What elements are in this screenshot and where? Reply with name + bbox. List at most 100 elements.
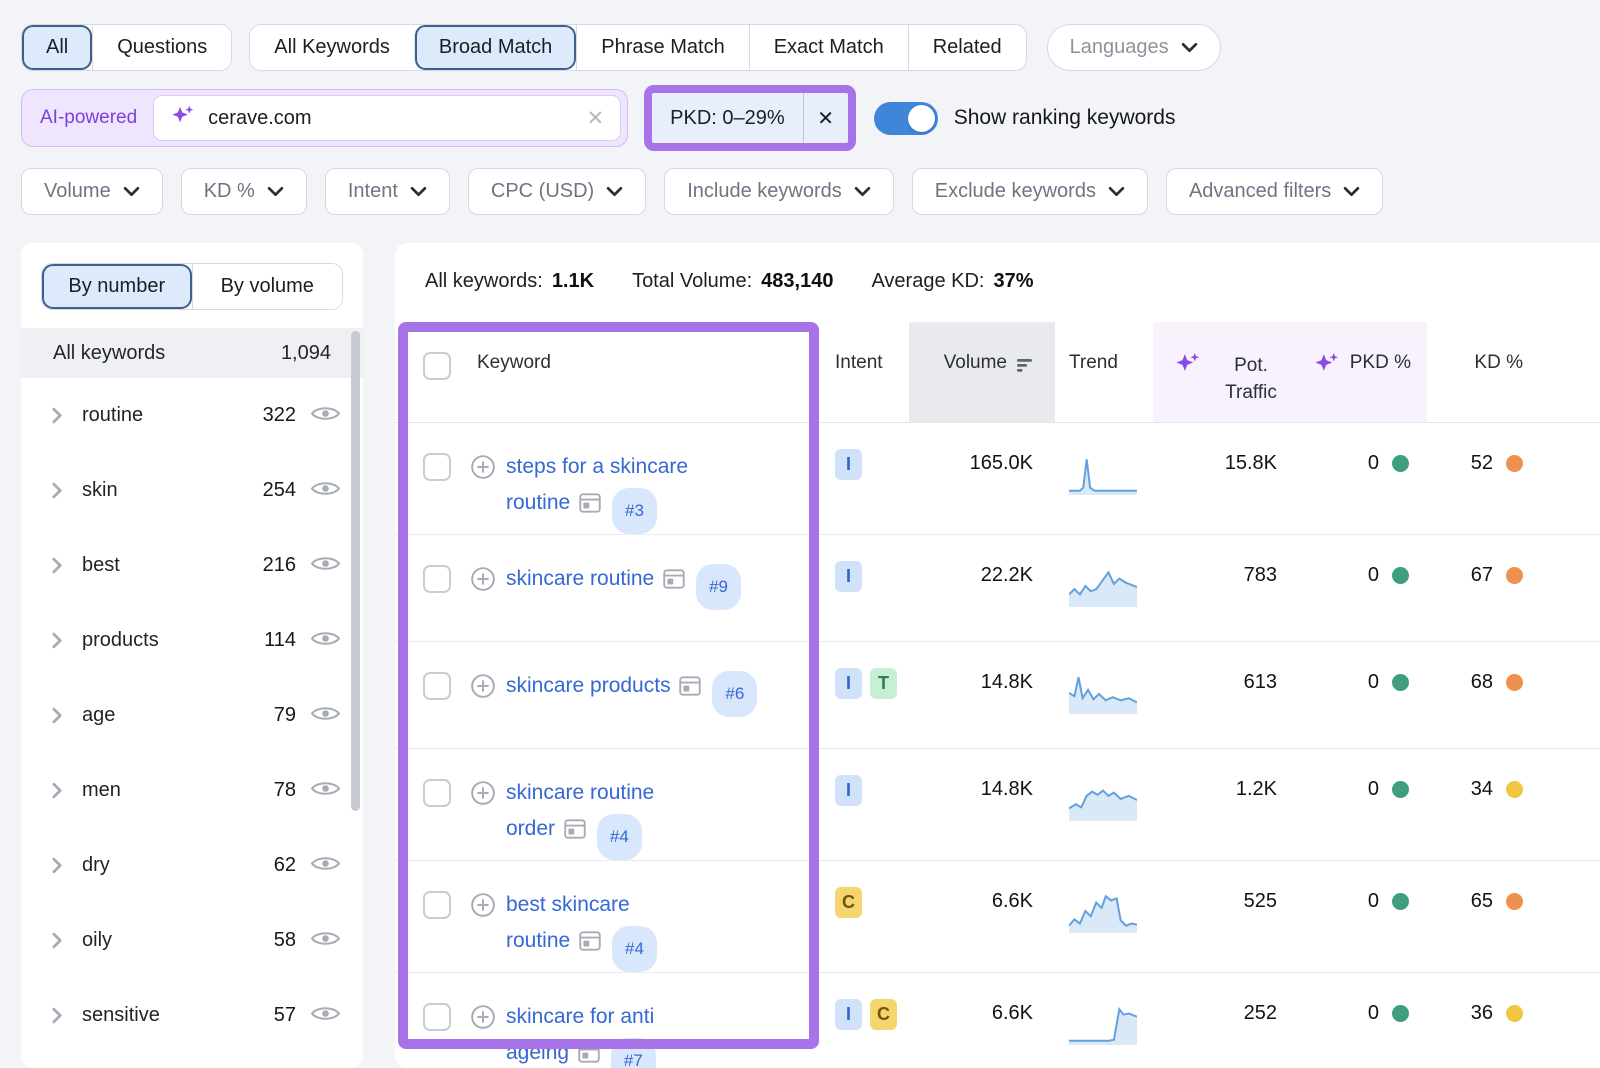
filter-cpc-usd[interactable]: CPC (USD) <box>467 168 647 215</box>
chevron-right-icon[interactable] <box>51 482 64 499</box>
eye-icon[interactable] <box>310 478 341 504</box>
eye-icon[interactable] <box>310 703 341 729</box>
row-checkbox[interactable] <box>423 891 451 919</box>
filter-intent[interactable]: Intent <box>324 168 450 215</box>
tab-phrase-match[interactable]: Phrase Match <box>576 25 749 70</box>
chevron-right-icon[interactable] <box>51 632 64 649</box>
chevron-right-icon[interactable] <box>51 782 64 799</box>
filter-advanced-filters[interactable]: Advanced filters <box>1165 168 1384 215</box>
sidebar-group-routine[interactable]: routine 322 <box>21 378 363 453</box>
group-count: 322 <box>262 404 296 426</box>
eye-icon[interactable] <box>310 628 341 654</box>
sidebar-group-oily[interactable]: oily 58 <box>21 903 363 978</box>
chevron-right-icon[interactable] <box>51 707 64 724</box>
tab-all-keywords[interactable]: All Keywords <box>250 25 414 70</box>
pkd-filter-chip[interactable]: PKD: 0–29% ✕ <box>652 93 848 143</box>
group-count: 254 <box>262 479 296 501</box>
position-badge[interactable]: #4 <box>596 814 642 860</box>
tab-related[interactable]: Related <box>907 25 1026 70</box>
sidebar-tab-by-number[interactable]: By number <box>42 264 192 309</box>
search-input[interactable]: cerave.com ✕ <box>153 95 622 141</box>
show-ranking-toggle[interactable] <box>873 101 938 135</box>
filter-include-keywords[interactable]: Include keywords <box>664 168 894 215</box>
tab-questions[interactable]: Questions <box>92 25 232 70</box>
add-keyword-icon[interactable] <box>470 780 496 860</box>
column-header-pkd[interactable]: PKD % <box>1303 322 1427 422</box>
sidebar-group-skin[interactable]: skin 254 <box>21 453 363 528</box>
row-checkbox[interactable] <box>423 672 451 700</box>
filter-volume[interactable]: Volume <box>21 168 163 215</box>
chevron-right-icon[interactable] <box>51 407 64 424</box>
sidebar-group-best[interactable]: best 216 <box>21 528 363 603</box>
intent-badge-t: T <box>870 668 897 699</box>
keyword-link[interactable]: skincare products #6 <box>506 671 758 717</box>
pot-traffic-cell: 525 <box>1243 890 1277 912</box>
position-badge[interactable]: #6 <box>712 671 758 717</box>
chevron-right-icon[interactable] <box>51 932 64 949</box>
add-keyword-icon[interactable] <box>470 673 496 748</box>
position-badge[interactable]: #7 <box>610 1038 656 1068</box>
keyword-link[interactable]: skincare routine #9 <box>506 564 741 610</box>
tab-exact-match[interactable]: Exact Match <box>748 25 908 70</box>
add-keyword-icon[interactable] <box>470 454 496 534</box>
tab-all[interactable]: All <box>22 25 93 70</box>
filter-exclude-keywords[interactable]: Exclude keywords <box>911 168 1148 215</box>
intent-cell: I <box>823 535 909 641</box>
chevron-right-icon[interactable] <box>51 1007 64 1024</box>
keywords-table-panel: All keywords: 1.1K Total Volume: 483,140 Ave… <box>395 243 1600 1068</box>
keyword-link[interactable]: skincare for anti ageing #7 <box>506 1005 656 1068</box>
intent-badge-i: I <box>835 775 862 806</box>
add-keyword-icon[interactable] <box>470 566 496 641</box>
filter-kd[interactable]: KD % <box>180 168 307 215</box>
sidebar-tab-by-volume[interactable]: By volume <box>191 264 342 309</box>
sidebar-group-men[interactable]: men 78 <box>21 753 363 828</box>
chevron-down-icon <box>410 180 427 203</box>
column-header-pot-traffic[interactable]: Pot. Traffic <box>1153 322 1303 422</box>
serp-features-icon[interactable] <box>564 819 586 844</box>
trend-cell <box>1055 973 1153 1068</box>
serp-features-icon[interactable] <box>578 1043 600 1068</box>
sidebar-group-age[interactable]: age 79 <box>21 678 363 753</box>
eye-icon[interactable] <box>310 928 341 954</box>
eye-icon[interactable] <box>310 853 341 879</box>
row-checkbox[interactable] <box>423 453 451 481</box>
eye-icon[interactable] <box>310 553 341 579</box>
keyword-link[interactable]: steps for a skincare routine #3 <box>506 455 688 534</box>
position-badge[interactable]: #3 <box>612 488 657 534</box>
eye-icon[interactable] <box>310 778 341 804</box>
tab-broad-match[interactable]: Broad Match <box>413 25 577 70</box>
row-checkbox[interactable] <box>423 779 451 807</box>
position-badge[interactable]: #9 <box>696 564 741 610</box>
column-header-intent[interactable]: Intent <box>835 352 883 373</box>
chevron-right-icon[interactable] <box>51 857 64 874</box>
sidebar-group-products[interactable]: products 114 <box>21 603 363 678</box>
select-all-checkbox[interactable] <box>423 352 451 380</box>
row-checkbox[interactable] <box>423 1003 451 1031</box>
sidebar-scrollbar[interactable] <box>351 331 360 811</box>
add-keyword-icon[interactable] <box>470 892 496 972</box>
chevron-right-icon[interactable] <box>51 557 64 574</box>
sidebar-group-dry[interactable]: dry 62 <box>21 828 363 903</box>
group-label: sensitive <box>82 1004 160 1026</box>
column-header-volume[interactable]: Volume <box>909 322 1055 422</box>
languages-dropdown[interactable]: Languages <box>1046 24 1221 71</box>
remove-pkd-filter-icon[interactable]: ✕ <box>817 107 835 130</box>
serp-features-icon[interactable] <box>663 569 685 594</box>
add-keyword-icon[interactable] <box>470 1004 496 1068</box>
keyword-link[interactable]: best skincare routine #4 <box>506 893 657 972</box>
clear-search-icon[interactable]: ✕ <box>586 106 605 130</box>
row-checkbox[interactable] <box>423 565 451 593</box>
keyword-link[interactable]: skincare routine order #4 <box>506 781 654 860</box>
eye-icon[interactable] <box>310 403 341 429</box>
eye-icon[interactable] <box>310 1003 341 1029</box>
all-keywords-group-header[interactable]: All keywords 1,094 <box>21 328 363 378</box>
sidebar-group-sensitive[interactable]: sensitive 57 <box>21 978 363 1053</box>
serp-features-icon[interactable] <box>579 931 601 956</box>
column-header-trend[interactable]: Trend <box>1069 352 1118 373</box>
position-badge[interactable]: #4 <box>612 926 657 972</box>
serp-features-icon[interactable] <box>679 676 702 701</box>
group-count: 58 <box>273 929 296 951</box>
column-header-kd[interactable]: KD % <box>1474 352 1523 373</box>
serp-features-icon[interactable] <box>579 493 601 518</box>
